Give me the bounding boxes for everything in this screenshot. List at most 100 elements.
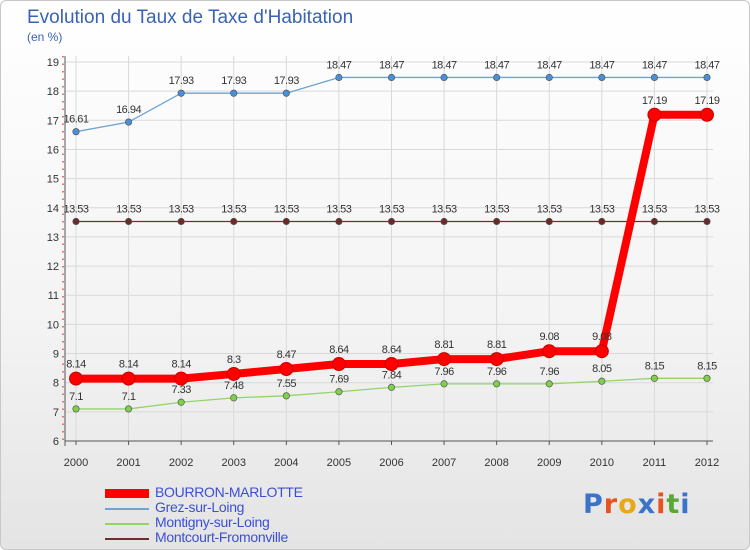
data-label-montcourt-fromonville-2012: 13.53: [694, 203, 719, 215]
data-label-montigny-sur-loing-2007: 7.96: [434, 366, 454, 378]
x-tick-label-2005: 2005: [327, 457, 351, 469]
data-label-grez-sur-loing-2010: 18.47: [589, 59, 614, 71]
legend-label-montcourt: Montcourt-Fromonville: [155, 529, 288, 545]
data-label-montcourt-fromonville-2007: 13.53: [432, 203, 457, 215]
logo-letter: i: [656, 489, 667, 520]
point-grez-sur-loing-2009: [545, 73, 553, 82]
data-label-grez-sur-loing-2003: 17.93: [221, 75, 246, 87]
logo-letter: P: [583, 489, 604, 520]
y-tick-label-19: 19: [47, 57, 59, 69]
point-montcourt-fromonville-2001: [125, 217, 133, 226]
y-tick-label-7: 7: [53, 407, 59, 419]
data-label-montcourt-fromonville-2002: 13.53: [169, 203, 194, 215]
data-label-bourron-marlotte-2007: 8.81: [434, 339, 454, 351]
data-label-montigny-sur-loing-2000: 7.1: [69, 391, 83, 403]
series-lines: [69, 73, 714, 413]
chart-unit: (en %): [27, 30, 63, 44]
point-montigny-sur-loing-2012: [703, 374, 711, 382]
x-tick-label-2006: 2006: [379, 457, 403, 469]
x-tick-label-2002: 2002: [169, 457, 193, 469]
x-tick-label-2009: 2009: [537, 457, 561, 469]
point-grez-sur-loing-2002: [177, 89, 185, 97]
point-bourron-marlotte-2007: [437, 352, 452, 367]
point-bourron-marlotte-2009: [542, 344, 557, 359]
point-bourron-marlotte-2011: [647, 107, 662, 122]
y-tick-label-14: 14: [47, 203, 59, 215]
grid: [65, 56, 713, 442]
point-montigny-sur-loing-2007: [440, 380, 448, 388]
logo-letter: i: [680, 489, 691, 520]
point-montigny-sur-loing-2002: [177, 398, 185, 406]
y-tick-label-16: 16: [47, 144, 59, 156]
x-tick-label-2004: 2004: [274, 457, 298, 469]
data-label-montcourt-fromonville-2010: 13.53: [589, 203, 614, 215]
point-grez-sur-loing-2003: [230, 89, 238, 97]
data-label-bourron-marlotte-2004: 8.47: [277, 349, 297, 361]
point-montigny-sur-loing-2008: [493, 380, 501, 388]
point-grez-sur-loing-2005: [335, 73, 343, 82]
point-montcourt-fromonville-2012: [703, 217, 711, 226]
logo-letter: x: [637, 489, 657, 520]
point-grez-sur-loing-2004: [282, 89, 290, 97]
data-label-montcourt-fromonville-2005: 13.53: [326, 203, 351, 215]
data-label-grez-sur-loing-2006: 18.47: [379, 59, 404, 71]
point-grez-sur-loing-2011: [650, 73, 658, 82]
data-label-montigny-sur-loing-2006: 7.84: [382, 369, 402, 381]
point-bourron-marlotte-2008: [489, 352, 504, 367]
data-label-grez-sur-loing-2007: 18.47: [432, 59, 457, 71]
y-tick-label-17: 17: [47, 115, 59, 127]
y-tick-label-9: 9: [53, 349, 59, 361]
data-label-bourron-marlotte-2011: 17.19: [642, 95, 667, 107]
point-montcourt-fromonville-2010: [598, 217, 606, 226]
data-label-montigny-sur-loing-2003: 7.48: [224, 380, 244, 392]
data-label-bourron-marlotte-2010: 9.08: [592, 331, 612, 343]
data-label-bourron-marlotte-2000: 8.14: [66, 359, 86, 371]
data-label-montcourt-fromonville-2006: 13.53: [379, 203, 404, 215]
point-bourron-marlotte-2000: [69, 371, 83, 386]
logo-letter: o: [618, 489, 638, 520]
point-montigny-sur-loing-2009: [545, 380, 553, 388]
y-tick-label-13: 13: [47, 232, 59, 244]
legend-swatch-montcourt: [105, 538, 149, 540]
point-montcourt-fromonville-2000: [72, 217, 80, 226]
data-label-montcourt-fromonville-2000: 13.53: [63, 203, 88, 215]
point-bourron-marlotte-2005: [331, 357, 346, 372]
data-label-bourron-marlotte-2012: 17.19: [694, 95, 719, 107]
data-label-bourron-marlotte-2006: 8.64: [382, 344, 402, 356]
point-grez-sur-loing-2000: [72, 128, 80, 136]
point-montigny-sur-loing-2004: [282, 392, 290, 400]
data-label-grez-sur-loing-2008: 18.47: [484, 59, 509, 71]
data-label-montcourt-fromonville-2001: 13.53: [116, 203, 141, 215]
point-bourron-marlotte-2003: [226, 366, 241, 381]
x-tick-label-2000: 2000: [64, 457, 88, 469]
point-montcourt-fromonville-2002: [177, 217, 185, 226]
data-label-montcourt-fromonville-2011: 13.53: [642, 203, 667, 215]
data-label-bourron-marlotte-2008: 8.81: [487, 339, 507, 351]
x-tick-label-2003: 2003: [222, 457, 246, 469]
x-tick-label-2001: 2001: [116, 457, 140, 469]
point-montcourt-fromonville-2006: [387, 217, 396, 226]
x-tick-label-2008: 2008: [484, 457, 508, 469]
legend-label-grez: Grez-sur-Loing: [155, 499, 245, 515]
data-labels: 16.61 16.94 17.93 17.93 17.93 18.47 18.47 18.47…: [63, 59, 720, 403]
logo-letter: r: [603, 489, 619, 520]
point-bourron-marlotte-2002: [174, 371, 189, 386]
axes: 6 7 8 9 10 11 12 13 14 15 16 17 18 19 2000 2001 2002 2003…: [47, 56, 719, 469]
point-montigny-sur-loing-2010: [598, 377, 606, 385]
data-label-grez-sur-loing-2009: 18.47: [537, 59, 562, 71]
point-montigny-sur-loing-2006: [387, 383, 396, 391]
data-label-bourron-marlotte-2005: 8.64: [329, 344, 349, 356]
x-tick-label-2007: 2007: [432, 457, 456, 469]
legend-swatch-bourron: [105, 489, 149, 498]
y-tick-label-18: 18: [47, 86, 59, 98]
point-montigny-sur-loing-2005: [335, 388, 343, 396]
legend-swatch-montigny: [105, 523, 149, 525]
legend-swatch-grez: [105, 508, 149, 510]
data-label-montigny-sur-loing-2002: 7.33: [171, 384, 191, 396]
point-montcourt-fromonville-2003: [230, 217, 238, 226]
data-label-grez-sur-loing-2005: 18.47: [326, 59, 351, 71]
legend-label-bourron: BOURRON-MARLOTTE: [155, 484, 303, 500]
point-grez-sur-loing-2008: [493, 73, 501, 82]
data-label-montigny-sur-loing-2010: 8.05: [592, 363, 612, 375]
